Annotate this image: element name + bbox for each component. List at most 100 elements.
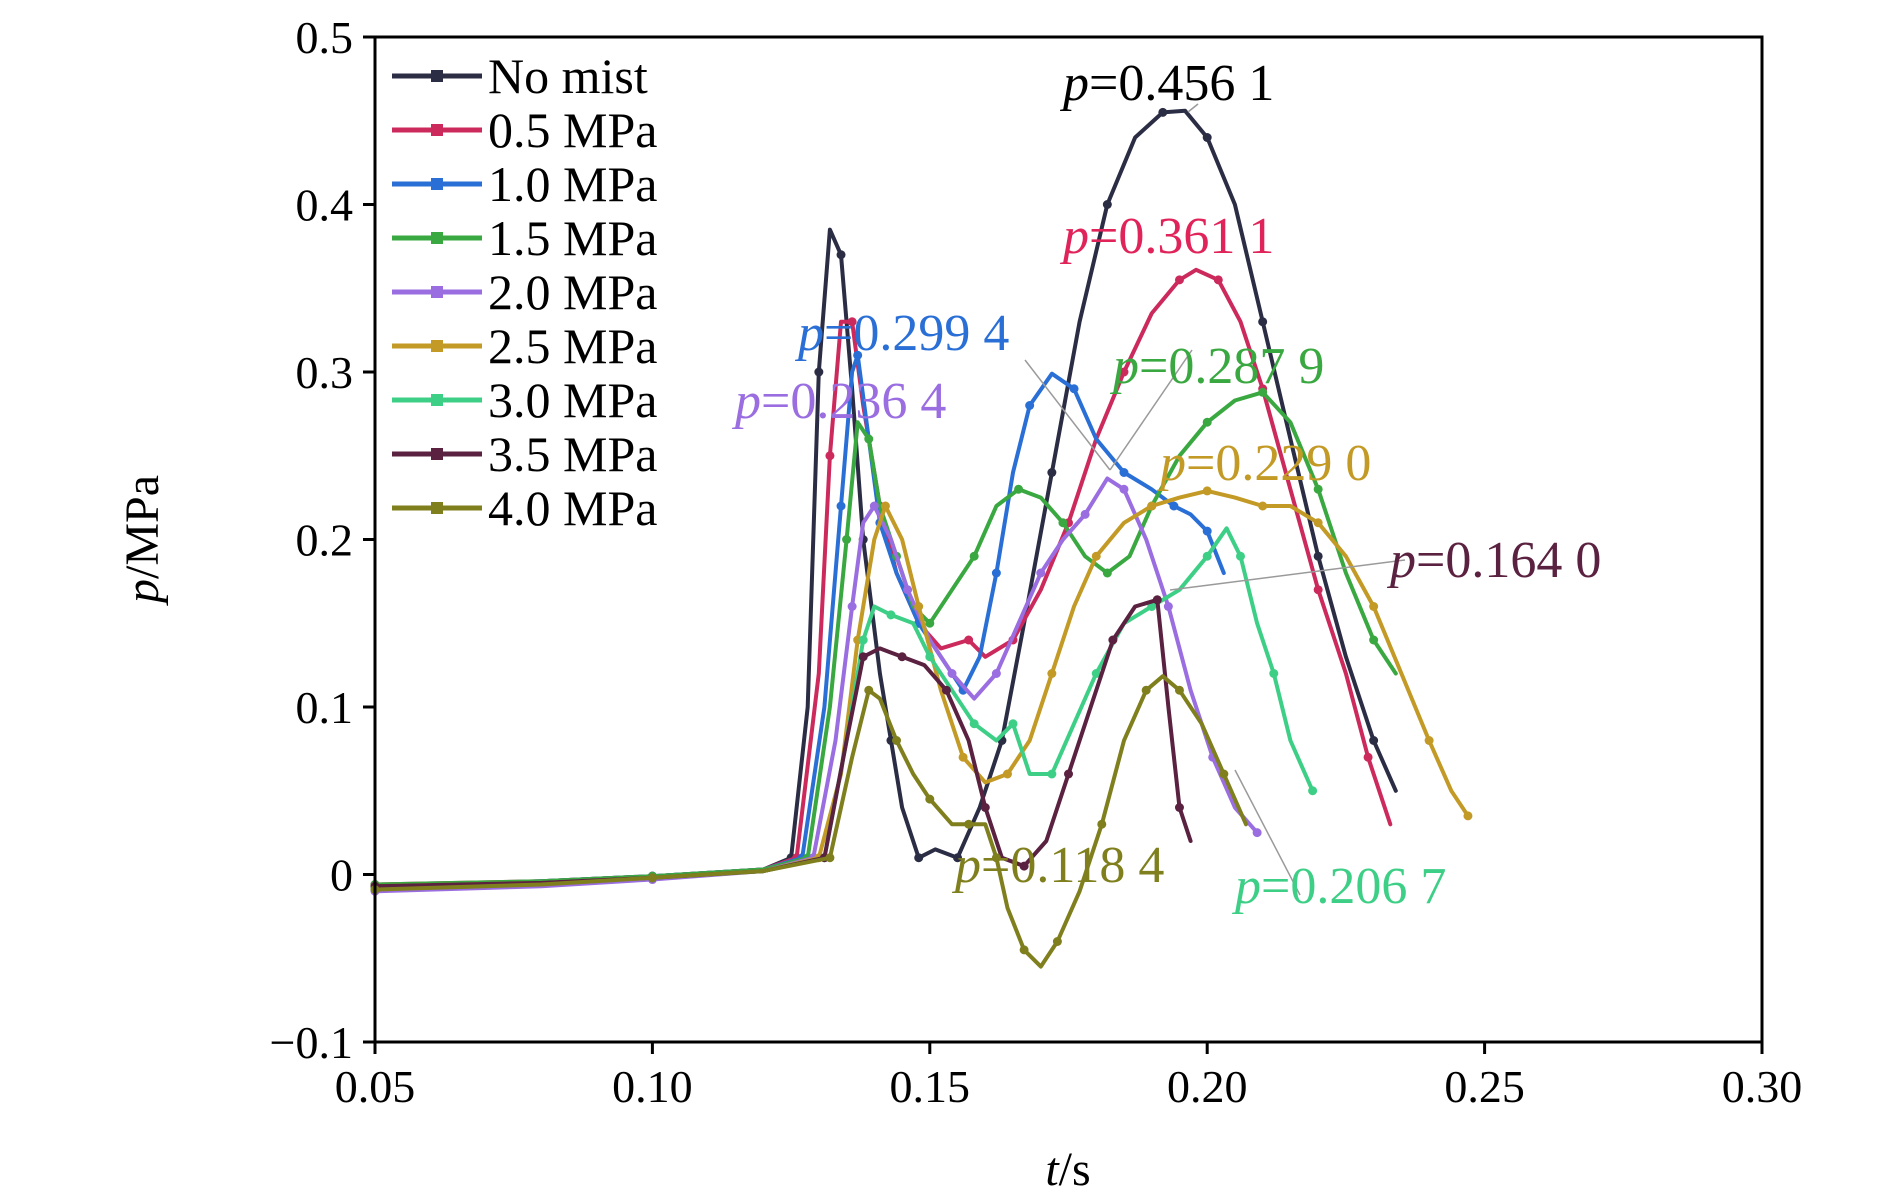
legend-label: 1.5 MPa [488,210,657,266]
legend-marker [431,178,443,190]
legend-marker [431,232,443,244]
x-tick-label: 0.30 [1722,1061,1803,1112]
series-marker [980,803,990,812]
series-marker [1258,387,1268,397]
series-marker [1058,518,1068,528]
x-tick-label: 0.15 [890,1061,971,1112]
peak-annotation: p=0.287 9 [1109,338,1324,395]
y-tick-label: 0.5 [296,12,354,63]
series-marker [1158,107,1168,117]
series-marker [1102,568,1112,578]
series-marker [836,501,846,511]
series-marker [1313,585,1323,595]
annotation-symbol: p [1059,55,1089,112]
y-tick-label: −0.1 [270,1017,353,1068]
annotation-value: =0.236 4 [761,373,946,430]
series-marker [969,551,979,561]
series-marker [1369,736,1379,745]
series-marker [1313,484,1323,494]
series-marker [991,853,1001,863]
series-marker [1174,685,1184,695]
series-marker [1047,769,1057,779]
series-marker [991,568,1001,578]
leader-line [1109,349,1193,471]
series-marker [991,669,1001,678]
leader-line [1024,359,1111,471]
legend-label: 3.5 MPa [488,426,657,482]
series-marker [886,610,896,620]
series-marker [1147,501,1157,511]
legend-label: 1.0 MPa [488,156,657,212]
series-marker [1002,769,1012,779]
series-marker [1308,786,1318,796]
series-marker [1102,200,1112,209]
series-marker [1047,468,1057,477]
x-axis-label: t/s [1045,1143,1090,1196]
series-marker [864,434,874,444]
series-marker [1119,484,1129,494]
series-marker [1119,367,1129,377]
series-marker [897,652,907,662]
series-marker [864,685,874,695]
series-marker [941,685,951,695]
series-marker [1258,501,1268,511]
series-marker [953,853,963,863]
legend-item: 3.5 MPa [392,426,657,482]
series-marker [1174,275,1184,285]
legend-marker [431,70,443,82]
series-marker [903,585,913,595]
leader-layer [1024,103,1406,896]
leader-line [1187,103,1199,113]
legend-marker [431,394,443,406]
series-marker [1269,669,1279,678]
y-tick-label: 0.1 [296,682,354,733]
series-marker [1025,401,1035,410]
series-marker [647,873,657,883]
peak-annotation: p=0.229 0 [1156,435,1371,492]
series-marker [1069,384,1079,394]
series-marker [1091,551,1101,561]
series-marker [925,652,935,662]
legend-marker [431,448,443,460]
leader-line [1234,769,1301,896]
legend-label: 0.5 MPa [488,102,657,158]
series-marker [869,501,879,511]
legend-item: 1.5 MPa [392,210,657,266]
series-marker [892,736,902,745]
series-marker [825,451,835,461]
series-marker [842,535,852,544]
series-marker [1108,635,1118,645]
series-marker [969,719,979,729]
annotation-value: =0.118 4 [981,837,1164,894]
x-tick-label: 0.25 [1444,1061,1525,1112]
legend-item: 2.0 MPa [392,264,657,320]
series-marker [947,669,957,678]
annotation-symbol: p [1231,858,1261,915]
annotation-layer: p=0.456 1p=0.361 1p=0.299 4p=0.287 9p=0.… [731,55,1601,915]
series-marker [1313,518,1323,528]
legend-label: 2.0 MPa [488,264,657,320]
series-marker [1019,861,1029,871]
series-line [373,488,1470,889]
series-marker [880,501,890,511]
series-marker [1064,769,1073,779]
legend-marker [431,340,443,352]
series-marker [836,250,846,260]
series-marker [964,635,974,645]
series-line [373,674,1248,969]
y-axis-label: p/MPa [116,475,169,606]
series-marker [925,794,935,804]
peak-annotation: p=0.206 7 [1231,858,1446,915]
peak-annotation: p=0.456 1 [1059,55,1274,112]
series-marker [1091,669,1101,678]
legend-item: No mist [392,48,648,104]
series-marker [1119,468,1129,477]
series-marker [914,853,924,863]
y-tick-label: 0.4 [296,180,354,231]
legend-marker [431,124,443,136]
y-axis-unit: /MPa [116,475,169,579]
series-marker [1369,602,1379,611]
peak-annotation: p=0.164 0 [1386,532,1601,589]
series-line [373,476,1260,894]
